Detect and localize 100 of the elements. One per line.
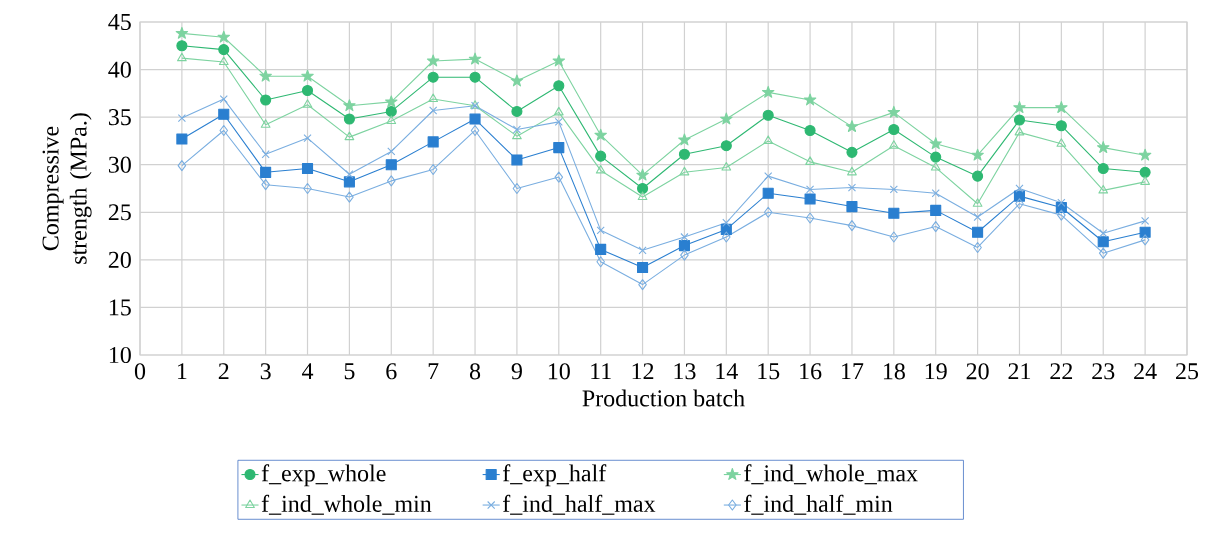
point <box>764 172 773 181</box>
point <box>345 191 354 203</box>
point <box>680 232 689 242</box>
point <box>679 166 690 176</box>
point <box>847 183 857 192</box>
point <box>219 124 229 137</box>
point <box>763 206 773 218</box>
y-tick-label: 20 <box>108 251 131 268</box>
point <box>177 52 187 62</box>
point <box>804 124 816 137</box>
point <box>889 231 899 243</box>
x-axis-title: Production batch <box>582 389 745 407</box>
point <box>217 30 231 43</box>
x-tick-label: 21 <box>1008 363 1031 380</box>
point <box>804 193 816 205</box>
point <box>1141 216 1150 225</box>
point <box>680 249 689 261</box>
point <box>805 185 815 194</box>
point <box>345 170 354 179</box>
point <box>386 115 397 124</box>
point <box>846 201 858 213</box>
legend-label: f_ind_whole_min <box>261 494 432 515</box>
point <box>1013 190 1026 202</box>
x-tick-label: 15 <box>758 363 780 380</box>
point <box>385 95 398 108</box>
point <box>512 130 522 140</box>
point <box>426 54 440 67</box>
point <box>1099 229 1108 238</box>
point <box>972 198 983 207</box>
point <box>846 146 858 158</box>
x-tick-label: 1 <box>177 363 187 380</box>
x-tick-label: 6 <box>386 363 397 380</box>
point <box>260 119 271 128</box>
point <box>722 231 731 243</box>
point <box>175 26 189 39</box>
point <box>177 160 187 172</box>
point <box>511 105 523 117</box>
point <box>1098 184 1109 194</box>
point <box>930 162 941 171</box>
point <box>888 123 900 136</box>
point <box>596 226 605 235</box>
point <box>219 94 228 104</box>
point <box>637 182 649 195</box>
point <box>761 85 775 98</box>
point <box>1056 138 1067 147</box>
point <box>386 175 396 187</box>
x-tick-label: 10 <box>548 363 570 380</box>
point <box>1015 184 1024 193</box>
point <box>218 56 229 66</box>
point <box>261 150 270 159</box>
x-tick-label: 23 <box>1092 363 1115 380</box>
y-tick-label: 30 <box>108 156 131 173</box>
point <box>1013 101 1026 114</box>
point <box>930 151 942 163</box>
point <box>596 256 605 268</box>
x-tick-label: 17 <box>842 363 864 380</box>
point <box>973 212 982 222</box>
x-tick-label: 24 <box>1134 363 1157 380</box>
point <box>972 226 984 238</box>
point <box>552 54 566 67</box>
point <box>805 156 815 165</box>
point <box>511 154 523 166</box>
point <box>638 279 647 291</box>
point <box>805 212 815 224</box>
point <box>427 71 439 83</box>
point <box>512 125 522 134</box>
point <box>847 166 857 176</box>
point <box>762 187 774 199</box>
legend-label: f_ind_whole_max <box>744 464 918 485</box>
point <box>553 80 565 92</box>
point <box>301 84 314 97</box>
point <box>1097 162 1109 175</box>
point <box>343 176 355 188</box>
point <box>259 69 272 82</box>
point <box>176 40 188 52</box>
point <box>177 114 186 123</box>
point <box>428 93 439 103</box>
point <box>638 246 647 255</box>
legend-label: f_ind_half_min <box>744 494 893 515</box>
point <box>720 140 732 152</box>
point <box>510 74 524 87</box>
point <box>1014 126 1025 136</box>
point <box>218 44 230 56</box>
point <box>1140 234 1150 246</box>
y-tick-label: 40 <box>108 61 131 78</box>
point <box>722 218 731 227</box>
x-tick-label: 7 <box>428 363 439 379</box>
point <box>343 113 355 125</box>
point <box>469 71 481 83</box>
point <box>302 99 313 108</box>
point <box>930 204 942 216</box>
point <box>385 159 397 171</box>
point <box>554 117 563 126</box>
point <box>762 109 774 121</box>
point <box>344 131 355 141</box>
x-tick-label: 20 <box>966 363 989 380</box>
point <box>1055 120 1067 132</box>
point <box>678 133 691 146</box>
x-tick-label: 14 <box>716 363 738 380</box>
point <box>1097 236 1109 248</box>
